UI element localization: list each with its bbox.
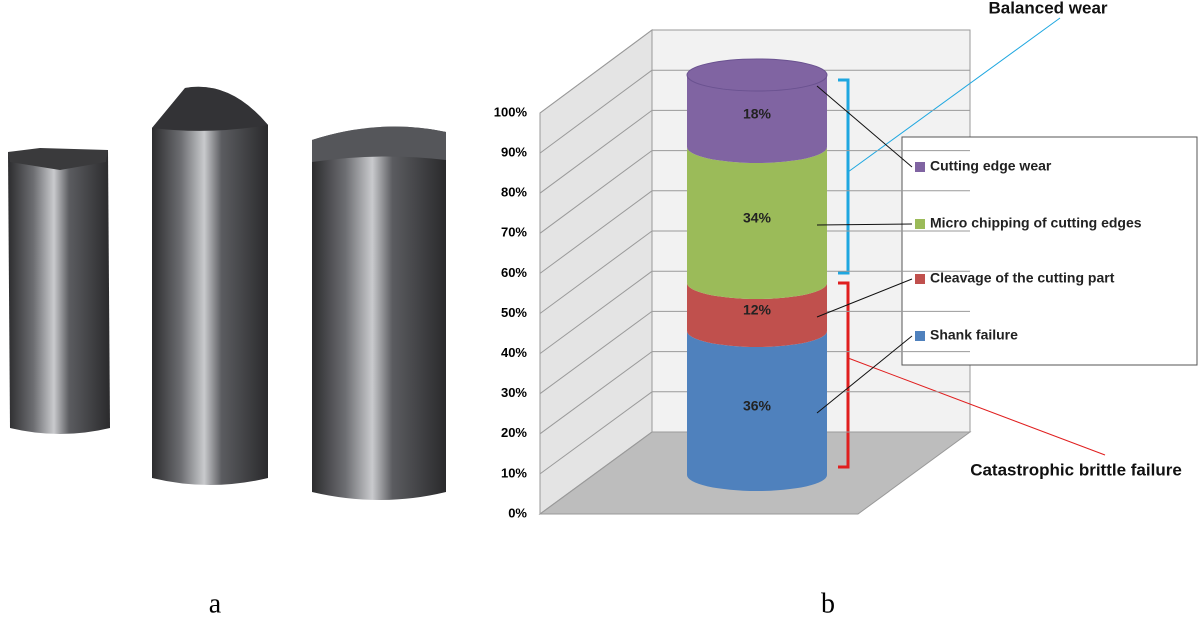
grid-line: [539, 270, 653, 355]
legend-swatch: [915, 219, 925, 229]
cylinder-segment: [687, 331, 827, 491]
tool-right: [312, 126, 446, 501]
legend-label: Cleavage of the cutting part: [930, 270, 1115, 286]
annotation-line: [847, 357, 1106, 456]
bracket-balanced: [838, 78, 850, 275]
grid-line: [539, 150, 653, 234]
y-tick-label: 80%: [501, 185, 527, 200]
grid-line: [539, 230, 653, 314]
grid-line: [539, 29, 653, 114]
grid-line: [539, 310, 653, 395]
annotation: Balanced wear: [988, 0, 1107, 17]
legend-label: Micro chipping of cutting edges: [930, 215, 1142, 231]
value-label: 34%: [743, 210, 772, 226]
cylinder-segment: [687, 147, 827, 299]
y-tick-label: 70%: [501, 225, 527, 240]
annotation: Catastrophic brittle failure: [970, 460, 1182, 479]
y-tick-label: 90%: [501, 145, 527, 160]
legend-label: Cutting edge wear: [930, 158, 1052, 174]
grid-line: [539, 190, 653, 274]
y-tick-label: 0%: [508, 505, 527, 520]
tool-left-top: [8, 148, 108, 170]
y-tick-label: 10%: [501, 465, 527, 480]
panel-label: b: [821, 588, 835, 617]
tool-middle: [152, 86, 268, 485]
legend-label: Shank failure: [930, 327, 1018, 343]
y-tick-label: 40%: [501, 345, 527, 360]
annotation-line: [847, 17, 1061, 173]
value-label: 36%: [743, 398, 772, 414]
cylinder-segment: [687, 75, 827, 163]
grid-line: [539, 109, 653, 194]
value-label: 12%: [743, 302, 772, 318]
tool-left: [8, 150, 110, 434]
y-tick-label: 50%: [501, 305, 527, 320]
legend-box: [901, 136, 1198, 366]
grid-line: [539, 391, 653, 475]
y-tick-label: 100%: [494, 104, 528, 119]
y-tick-label: 30%: [501, 385, 527, 400]
tool-middle-top: [152, 86, 268, 131]
legend-swatch: [915, 162, 925, 172]
photo: [8, 86, 446, 501]
legend-swatch: [915, 274, 925, 284]
leader-line: [816, 223, 913, 226]
grid-line: [539, 431, 653, 515]
tool-right-top: [312, 126, 446, 162]
bracket-catastrophic: [838, 281, 850, 469]
leader-line: [816, 278, 913, 318]
grid-line: [539, 351, 653, 435]
value-label: 18%: [743, 106, 772, 122]
y-tick-label: 20%: [501, 425, 527, 440]
panel-label: a: [209, 588, 222, 617]
leader-line: [816, 335, 913, 414]
grid-line: [539, 69, 653, 154]
y-tick-label: 60%: [501, 265, 527, 280]
cylinder-segment: [687, 283, 827, 347]
cylinder-top: [686, 58, 828, 92]
legend-swatch: [915, 331, 925, 341]
leader-line: [816, 85, 913, 168]
